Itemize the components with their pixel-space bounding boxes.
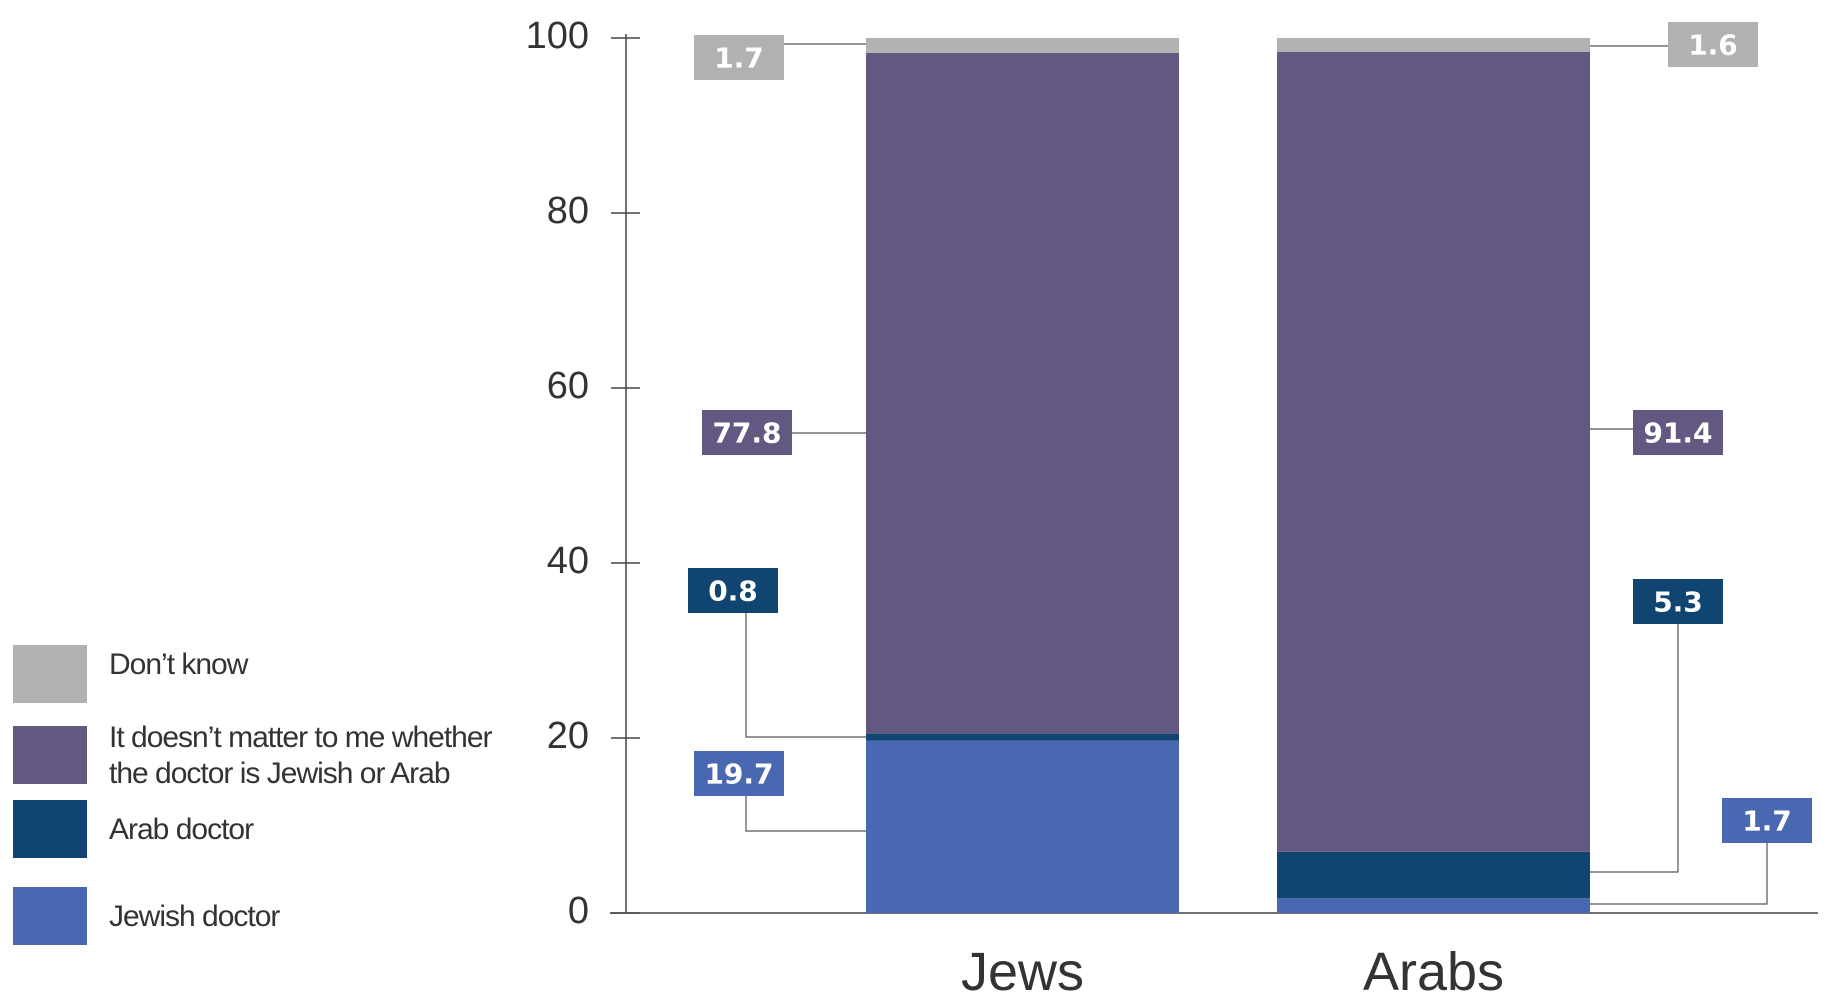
legend-swatch-doesnt-matter	[13, 726, 87, 784]
leader-line-jews-series-1	[745, 613, 866, 738]
leader-line-arabs-series-1	[1590, 624, 1679, 873]
legend-swatch-jewish-doctor	[13, 887, 87, 945]
y-tick-label-100: 100	[526, 15, 589, 57]
bar-jews-series-1	[866, 733, 1179, 741]
legend-swatch-arab-doctor	[13, 800, 87, 858]
data-label-jews-series-3: 1.7	[714, 42, 764, 75]
data-label-arabs-series-1: 5.3	[1653, 586, 1703, 619]
data-label-box-jews-series-3	[694, 35, 784, 80]
data-label-arabs-series-2: 91.4	[1643, 417, 1712, 450]
bar-jews-series-3	[866, 38, 1179, 53]
bar-arabs-series-3	[1277, 38, 1590, 52]
category-label-arabs: Arabs	[1363, 942, 1504, 997]
y-tick-label-40: 40	[547, 540, 589, 582]
legend-swatch-dont-know	[13, 645, 87, 703]
bar-arabs-series-1	[1277, 851, 1590, 899]
data-label-jews-series-0: 19.7	[704, 758, 773, 791]
legend-label-doesnt-matter: It doesn’t matter to me whether the doct…	[109, 721, 493, 790]
bar-arabs-series-0	[1277, 898, 1590, 913]
legend-label-arab-doctor: Arab doctor	[109, 813, 254, 846]
category-label-jews: Jews	[961, 942, 1084, 997]
leader-line-jews-series-0	[745, 796, 866, 832]
data-label-box-jews-series-0	[694, 751, 784, 796]
data-label-box-arabs-series-3	[1668, 22, 1758, 67]
y-tick-label-20: 20	[547, 715, 589, 757]
data-label-arabs-series-3: 1.6	[1688, 29, 1738, 62]
legend-label-jewish-doctor: Jewish doctor	[109, 900, 280, 933]
data-label-arabs-series-0: 1.7	[1742, 805, 1792, 838]
bar-jews-series-2	[866, 52, 1179, 734]
data-label-box-arabs-series-1	[1633, 579, 1723, 624]
y-tick-label-0: 0	[568, 890, 589, 932]
bar-jews-series-0	[866, 740, 1179, 913]
data-label-box-jews-series-2	[702, 410, 792, 455]
data-label-jews-series-1: 0.8	[708, 575, 758, 608]
data-label-box-arabs-series-0	[1722, 798, 1812, 843]
data-label-box-jews-series-1	[688, 568, 778, 613]
y-tick-label-60: 60	[547, 365, 589, 407]
data-label-jews-series-2: 77.8	[712, 417, 781, 450]
y-tick-label-80: 80	[547, 190, 589, 232]
bar-arabs-series-2	[1277, 52, 1590, 852]
leader-line-arabs-series-0	[1590, 843, 1768, 905]
legend-label-dont-know: Don’t know	[109, 648, 248, 681]
data-label-box-arabs-series-2	[1633, 410, 1723, 455]
